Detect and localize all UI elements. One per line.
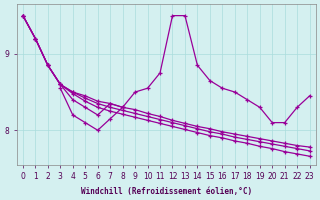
X-axis label: Windchill (Refroidissement éolien,°C): Windchill (Refroidissement éolien,°C) bbox=[81, 187, 252, 196]
